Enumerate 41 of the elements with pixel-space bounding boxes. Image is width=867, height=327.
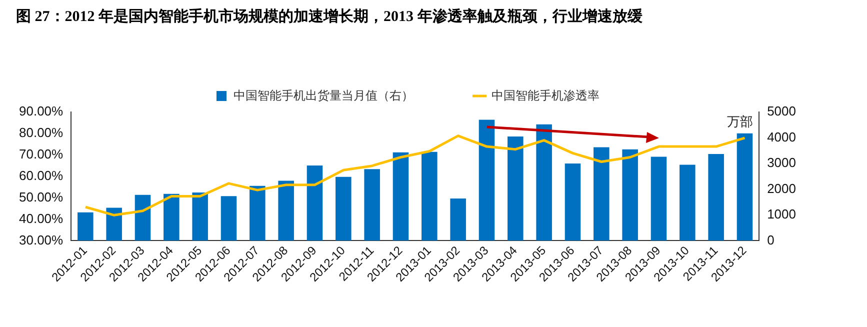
y2-tick-label: 2000: [767, 180, 796, 196]
bar: [134, 194, 151, 241]
y2-axis-title: 万部: [727, 114, 754, 129]
bar: [736, 133, 753, 241]
y2-tick-label: 3000: [767, 155, 796, 170]
bar: [708, 154, 724, 241]
bar: [508, 136, 524, 241]
bar: [278, 180, 294, 241]
legend-label: 中国智能手机渗透率: [492, 88, 600, 102]
bar: [622, 149, 638, 241]
y-tick-label: 80.00%: [18, 125, 64, 140]
bar: [594, 147, 610, 241]
y-tick-label: 40.00%: [18, 210, 64, 226]
bar: [478, 120, 495, 241]
bar: [364, 169, 380, 241]
bar: [192, 192, 208, 241]
bar: [250, 186, 266, 241]
y-tick-label: 50.00%: [18, 189, 64, 204]
y2-tick-label: 4000: [767, 129, 796, 144]
bar: [220, 196, 237, 241]
bar: [564, 163, 581, 241]
y-tick-label: 30.00%: [18, 232, 64, 248]
bar: [106, 208, 122, 241]
bar: [164, 194, 180, 241]
bar: [422, 152, 438, 241]
y2-tick-label: 1000: [767, 206, 796, 222]
bar: [306, 166, 323, 241]
bar: [450, 198, 466, 241]
chart-title: 图 27：2012 年是国内智能手机市场规模的加速增长期，2013 年渗透率触及瓶颈，行业增速放缓: [16, 6, 644, 25]
y-tick-label: 70.00%: [18, 146, 64, 162]
bar: [392, 152, 409, 241]
bar: [680, 164, 696, 241]
bar: [650, 156, 667, 241]
bar: [78, 212, 94, 241]
y-tick-label: 90.00%: [18, 104, 64, 119]
y2-tick-label: 0: [767, 232, 774, 248]
legend-label: 中国智能手机出货量当月值（右）: [234, 88, 414, 102]
bar: [336, 176, 352, 241]
y2-tick-label: 5000: [767, 104, 796, 119]
bar: [536, 124, 552, 241]
y-tick-label: 60.00%: [18, 168, 64, 183]
